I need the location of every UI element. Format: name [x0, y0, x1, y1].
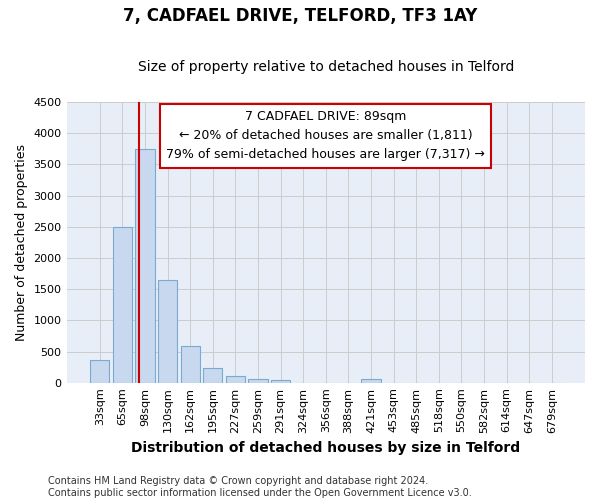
- Text: 7, CADFAEL DRIVE, TELFORD, TF3 1AY: 7, CADFAEL DRIVE, TELFORD, TF3 1AY: [123, 8, 477, 26]
- Y-axis label: Number of detached properties: Number of detached properties: [15, 144, 28, 341]
- Bar: [158, 280, 177, 382]
- Bar: [136, 149, 155, 382]
- Bar: [226, 376, 245, 382]
- Bar: [361, 380, 380, 382]
- Bar: [271, 380, 290, 382]
- Bar: [203, 368, 223, 382]
- X-axis label: Distribution of detached houses by size in Telford: Distribution of detached houses by size …: [131, 441, 520, 455]
- Bar: [248, 379, 268, 382]
- Bar: [90, 360, 109, 382]
- Bar: [181, 346, 200, 383]
- Bar: [113, 227, 132, 382]
- Text: Contains HM Land Registry data © Crown copyright and database right 2024.
Contai: Contains HM Land Registry data © Crown c…: [48, 476, 472, 498]
- Text: 7 CADFAEL DRIVE: 89sqm
← 20% of detached houses are smaller (1,811)
79% of semi-: 7 CADFAEL DRIVE: 89sqm ← 20% of detached…: [166, 110, 485, 162]
- Title: Size of property relative to detached houses in Telford: Size of property relative to detached ho…: [137, 60, 514, 74]
